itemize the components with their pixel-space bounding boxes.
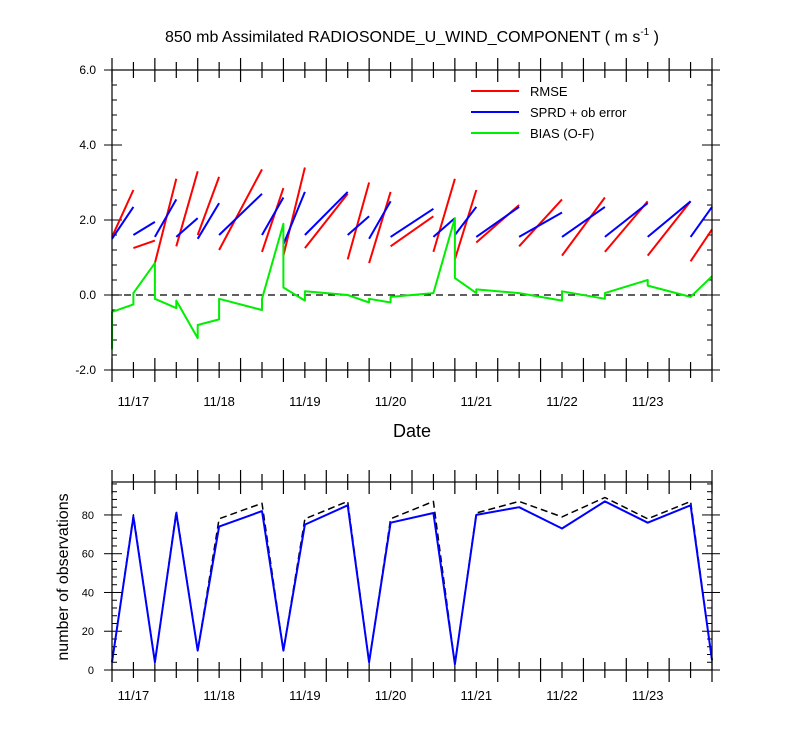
top-x-tick-label: 11/17 bbox=[118, 394, 150, 409]
top-y-tick-label: -2.0 bbox=[75, 363, 96, 377]
top-y-tick-label: 0.0 bbox=[79, 288, 96, 302]
legend-sprd-label: SPRD + ob error bbox=[530, 105, 627, 120]
obs-possible-line bbox=[111, 496, 713, 665]
bottom-y-axis-title: number of observations bbox=[55, 493, 72, 660]
rmse-line bbox=[282, 167, 306, 256]
bottom-y-tick-label: 0 bbox=[88, 665, 94, 677]
top-panel-series bbox=[111, 167, 713, 350]
rmse-line bbox=[218, 168, 263, 251]
bottom-y-tick-label: 40 bbox=[82, 587, 94, 599]
bottom-x-tick-label: 11/18 bbox=[203, 688, 235, 703]
bottom-y-tick-label: 60 bbox=[82, 549, 94, 561]
bottom-panel-frame bbox=[111, 481, 713, 671]
bottom-y-tick-label: 20 bbox=[82, 626, 94, 638]
sprd-line bbox=[175, 217, 199, 238]
sprd-line bbox=[111, 206, 135, 240]
sprd-line bbox=[218, 193, 263, 236]
sprd-line bbox=[282, 191, 306, 245]
sprd-line bbox=[689, 206, 713, 238]
sprd-line bbox=[647, 200, 692, 238]
bottom-panel-series bbox=[111, 496, 713, 666]
top-panel-labels: -2.0 0.0 2.0 4.0 6.0 11/17 11/18 11/19 11/20 11/2… bbox=[75, 63, 663, 409]
sprd-line bbox=[604, 202, 649, 238]
rmse-line bbox=[153, 178, 178, 264]
sprd-line bbox=[390, 207, 434, 238]
top-x-tick-label: 11/22 bbox=[546, 394, 578, 409]
rmse-line bbox=[261, 187, 285, 253]
sprd-line bbox=[154, 198, 178, 238]
bottom-y-tick-label: 80 bbox=[82, 510, 94, 522]
legend-rmse-label: RMSE bbox=[530, 84, 568, 99]
title-superscript: -1 bbox=[640, 27, 649, 38]
sprd-line bbox=[347, 215, 370, 236]
bottom-x-tick-label: 11/21 bbox=[460, 688, 492, 703]
title-main: 850 mb Assimilated RADIOSONDE_U_WIND_COM… bbox=[165, 29, 640, 46]
bottom-x-tick-label: 11/23 bbox=[632, 688, 664, 703]
sprd-line bbox=[368, 200, 392, 240]
top-x-tick-label: 11/19 bbox=[289, 394, 321, 409]
rmse-line bbox=[453, 189, 478, 260]
rmse-line bbox=[518, 198, 563, 247]
bottom-panel-ticks bbox=[104, 470, 720, 682]
legend-bias-label: BIAS (O-F) bbox=[530, 126, 594, 141]
rmse-line bbox=[346, 182, 371, 260]
bottom-x-tick-label: 11/22 bbox=[546, 688, 578, 703]
sprd-line bbox=[518, 211, 563, 238]
sprd-line bbox=[432, 217, 456, 238]
top-panel-frame bbox=[111, 69, 713, 371]
top-x-tick-label: 11/20 bbox=[375, 394, 407, 409]
rmse-line bbox=[390, 215, 434, 248]
bottom-x-tick-label: 11/17 bbox=[118, 688, 150, 703]
top-y-tick-label: 6.0 bbox=[79, 63, 96, 77]
bottom-panel-labels: 0 20 40 60 80 11/17 11/18 11/19 11/20 11/21 11/22 1… bbox=[82, 510, 664, 703]
chart-title: 850 mb Assimilated RADIOSONDE_U_WIND_COM… bbox=[165, 27, 659, 46]
x-axis-title: Date bbox=[393, 421, 431, 441]
title-end: ) bbox=[649, 29, 659, 46]
top-y-tick-label: 4.0 bbox=[79, 138, 96, 152]
sprd-line bbox=[304, 191, 349, 236]
sprd-line bbox=[475, 206, 520, 238]
rmse-line bbox=[196, 176, 221, 236]
top-x-tick-label: 11/23 bbox=[632, 394, 664, 409]
sprd-line bbox=[561, 206, 606, 238]
rmse-line bbox=[304, 193, 349, 249]
rmse-line bbox=[561, 196, 606, 257]
sprd-line bbox=[261, 197, 285, 236]
top-x-tick-label: 11/21 bbox=[460, 394, 492, 409]
top-x-tick-label: 11/18 bbox=[203, 394, 235, 409]
rmse-line bbox=[646, 200, 692, 257]
top-y-tick-label: 2.0 bbox=[79, 213, 96, 227]
bottom-x-tick-label: 11/20 bbox=[375, 688, 407, 703]
legend: RMSE SPRD + ob error BIAS (O-F) bbox=[471, 84, 627, 141]
sprd-line bbox=[132, 221, 156, 236]
bottom-x-tick-label: 11/19 bbox=[289, 688, 321, 703]
rmse-line bbox=[111, 189, 135, 238]
obs-used-line bbox=[111, 500, 713, 666]
sprd-line bbox=[196, 202, 220, 240]
rmse-line bbox=[133, 239, 156, 250]
bias-line bbox=[111, 217, 713, 350]
rmse-line bbox=[689, 228, 713, 262]
rmse-line bbox=[368, 191, 392, 264]
rmse-line bbox=[432, 178, 456, 253]
sprd-line bbox=[454, 206, 478, 236]
